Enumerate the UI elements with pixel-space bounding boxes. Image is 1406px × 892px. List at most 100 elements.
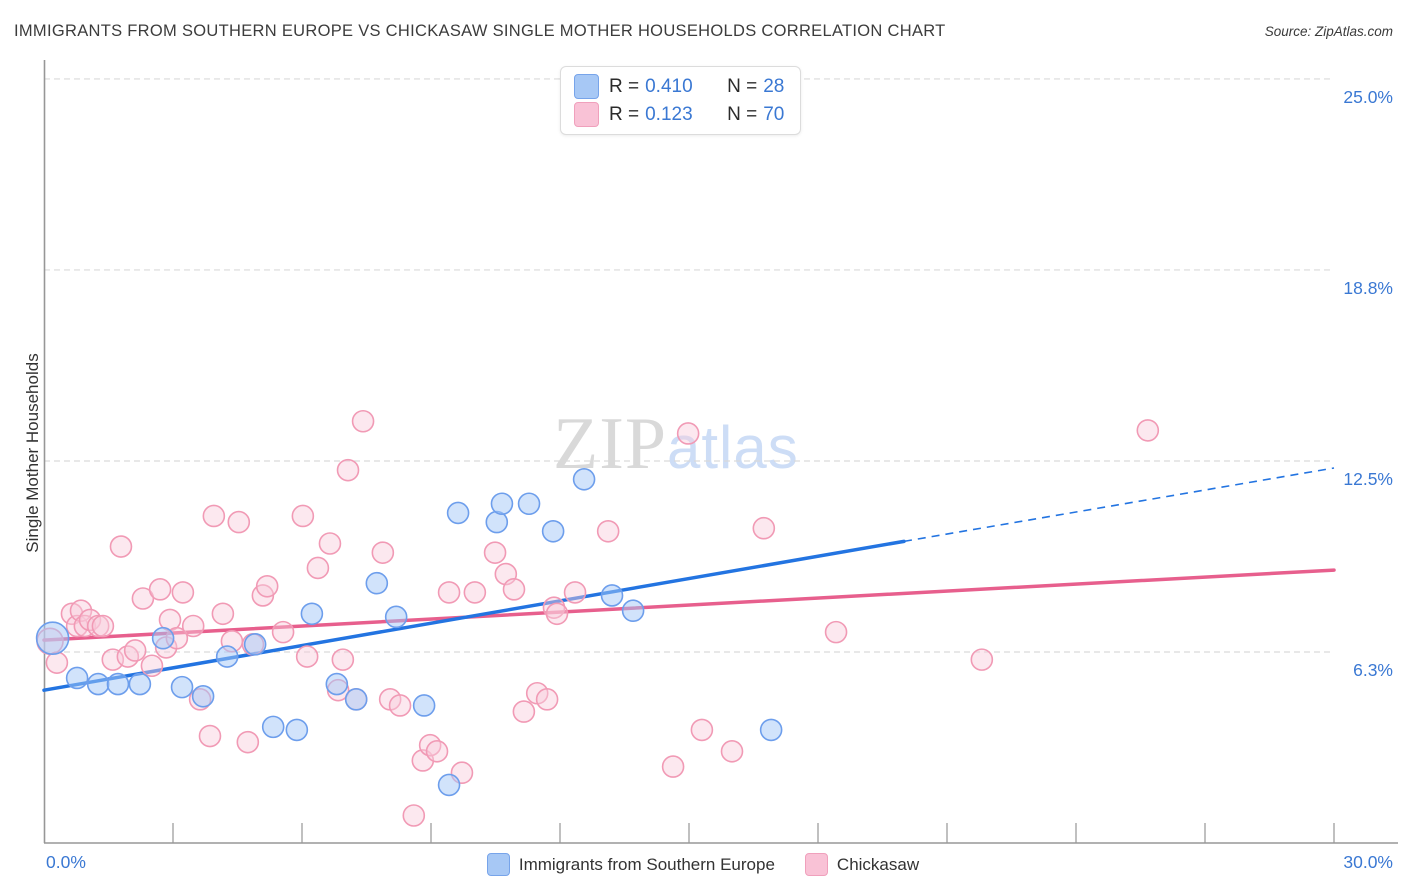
blue-data-point <box>86 672 110 696</box>
blue-data-point <box>106 672 130 696</box>
pink-data-point <box>109 535 133 558</box>
pink-data-point <box>542 596 566 619</box>
pink-data-point <box>483 541 507 564</box>
pink-data-point <box>824 620 848 644</box>
blue-data-point <box>384 605 408 629</box>
pink-data-point <box>171 581 195 604</box>
pink-data-point <box>306 556 330 580</box>
pink-data-point <box>336 458 360 482</box>
pink-data-point <box>236 730 260 754</box>
y-tick-label: 12.5% <box>1343 468 1393 489</box>
n-label: N = <box>727 103 758 125</box>
blue-data-point <box>412 694 436 717</box>
pink-data-point <box>91 614 115 638</box>
pink-series-swatch <box>804 853 828 876</box>
pink-data-point <box>970 648 994 671</box>
blue-data-point <box>437 773 461 797</box>
blue-series-swatch <box>574 74 599 99</box>
x-axis-min-label: 0.0% <box>46 852 86 872</box>
blue-data-point <box>261 715 285 739</box>
blue-data-point <box>517 492 541 516</box>
pink-data-point <box>131 587 155 610</box>
pink-data-point <box>690 718 714 742</box>
pink-data-point <box>563 581 587 604</box>
pink-data-point <box>211 602 235 626</box>
pink-data-point <box>140 654 164 678</box>
source-credit: Source: ZipAtlas.com <box>1264 24 1393 39</box>
y-tick-label: 25.0% <box>1343 86 1393 107</box>
pink-data-point <box>116 645 140 668</box>
bottom-legend-item-pink: Chickasaw <box>804 853 920 876</box>
legend-row-blue: R = 0.410 N = 28 <box>574 74 784 99</box>
pink-data-point <box>45 651 69 674</box>
pink-data-point <box>351 409 375 433</box>
bottom-legend-item-blue: Immigrants from Southern Europe <box>486 853 775 876</box>
blue-data-point <box>35 621 70 656</box>
pink-data-point <box>148 578 172 601</box>
n-label: N = <box>727 75 758 97</box>
blue-data-point <box>621 599 645 623</box>
pink-data-point <box>1136 419 1160 442</box>
y-tick-label: 6.3% <box>1353 659 1393 680</box>
correlation-legend-box: R = 0.410 N = 28 R = 0.123 N = 70 <box>560 66 802 135</box>
pink-data-point <box>371 541 395 564</box>
blue-data-point <box>344 688 368 711</box>
scatter-plot-svg <box>35 60 1398 844</box>
bottom-legend-label-blue: Immigrants from Southern Europe <box>518 854 775 874</box>
pink-data-point <box>545 602 569 626</box>
n-value-blue: 28 <box>763 75 785 97</box>
r-label: R = <box>609 103 640 125</box>
pink-data-point <box>255 574 279 598</box>
blue-data-point <box>128 672 152 696</box>
pink-data-point <box>291 504 315 528</box>
blue-data-point <box>446 501 470 525</box>
blue-data-point <box>191 685 215 708</box>
pink-data-point <box>437 581 461 604</box>
plot-area <box>35 60 1398 844</box>
blue-trend-line-extrapolated <box>903 467 1335 543</box>
n-value-pink: 70 <box>763 103 785 125</box>
pink-data-point <box>295 645 319 668</box>
pink-data-point <box>331 648 355 671</box>
blue-data-point <box>243 633 267 656</box>
blue-data-point <box>300 602 324 626</box>
blue-data-point <box>65 666 89 690</box>
r-label: R = <box>609 75 640 97</box>
blue-data-point <box>325 672 349 696</box>
blue-data-point <box>151 626 175 650</box>
pink-trend-line <box>42 568 1336 642</box>
pink-series-swatch <box>574 102 599 127</box>
pink-data-point <box>752 516 776 540</box>
blue-data-point <box>600 584 624 607</box>
pink-data-point <box>463 581 487 604</box>
pink-data-point <box>425 740 449 763</box>
pink-data-point <box>198 724 222 748</box>
legend-row-pink: R = 0.123 N = 70 <box>574 102 784 127</box>
y-axis-title: Single Mother Households <box>23 353 42 553</box>
r-value-blue: 0.410 <box>645 75 693 97</box>
pink-data-point <box>535 688 559 711</box>
pink-data-point <box>418 733 442 757</box>
blue-data-point <box>285 718 309 742</box>
blue-data-point <box>170 675 194 699</box>
blue-data-point <box>215 645 239 668</box>
blue-data-point <box>759 718 783 742</box>
blue-trend-line <box>42 539 906 692</box>
x-axis-max-label: 30.0% <box>1343 852 1393 872</box>
pink-data-point <box>388 694 412 717</box>
pink-data-point <box>402 804 426 827</box>
pink-data-point <box>123 639 147 662</box>
r-value-pink: 0.123 <box>645 103 693 125</box>
chart-title: IMMIGRANTS FROM SOUTHERN EUROPE VS CHICK… <box>14 22 946 40</box>
pink-data-point <box>720 740 744 763</box>
y-tick-label: 18.8% <box>1343 277 1393 298</box>
pink-data-point <box>596 519 620 543</box>
blue-data-point <box>541 519 565 543</box>
pink-data-point <box>502 578 526 601</box>
pink-data-point <box>271 620 295 644</box>
pink-data-point <box>318 532 342 555</box>
bottom-legend-label-pink: Chickasaw <box>836 854 920 874</box>
pink-data-point <box>181 614 205 638</box>
pink-data-point <box>227 510 251 534</box>
